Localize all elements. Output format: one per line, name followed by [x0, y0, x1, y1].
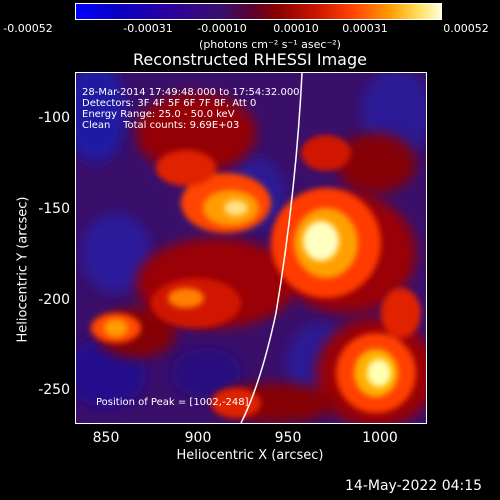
colorbar-tick-5: 0.00031 [342, 22, 388, 35]
x-axis-label: Heliocentric X (arcsec) [176, 448, 324, 463]
colorbar-tick-6: 0.00052 [443, 22, 489, 35]
x-tick-950: 950 [274, 430, 302, 446]
x-tick-850: 850 [92, 430, 120, 446]
colorbar [75, 3, 442, 20]
solar-limb-line [240, 73, 303, 423]
footer-timestamp: 14-May-2022 04:15 [345, 478, 483, 494]
x-tick-1000: 1000 [362, 430, 398, 446]
y-tick-minus-100: -100 [38, 110, 70, 126]
colorbar-tick-4: 0.00010 [273, 22, 319, 35]
info-detectors: Detectors: 3F 4F 5F 6F 7F 8F, Att 0 [82, 98, 257, 109]
y-tick-minus-150: -150 [38, 201, 70, 217]
info-energy-range: Energy Range: 25.0 - 50.0 keV [82, 109, 235, 120]
colorbar-tick-1: -0.00052 [3, 22, 53, 35]
info-clean-counts: Clean Total counts: 9.69E+03 [82, 120, 240, 131]
y-tick-minus-200: -200 [38, 292, 70, 308]
colorbar-tick-2: -0.00031 [123, 22, 173, 35]
colorbar-tick-3: -0.00010 [197, 22, 247, 35]
rhessi-image-plot[interactable]: 28-Mar-2014 17:49:48.000 to 17:54:32.000… [75, 72, 427, 424]
rhessi-image [76, 73, 426, 423]
y-axis-label: Heliocentric Y (arcsec) [15, 196, 31, 343]
x-tick-900: 900 [184, 430, 212, 446]
y-tick-minus-250: -250 [38, 382, 70, 398]
plot-title: Reconstructed RHESSI Image [133, 50, 367, 69]
colorbar-units: (photons cm⁻² s⁻¹ asec⁻²) [199, 38, 341, 51]
info-peak-position: Position of Peak = [1002,-248] [96, 397, 249, 408]
info-time-range: 28-Mar-2014 17:49:48.000 to 17:54:32.000 [82, 87, 300, 98]
